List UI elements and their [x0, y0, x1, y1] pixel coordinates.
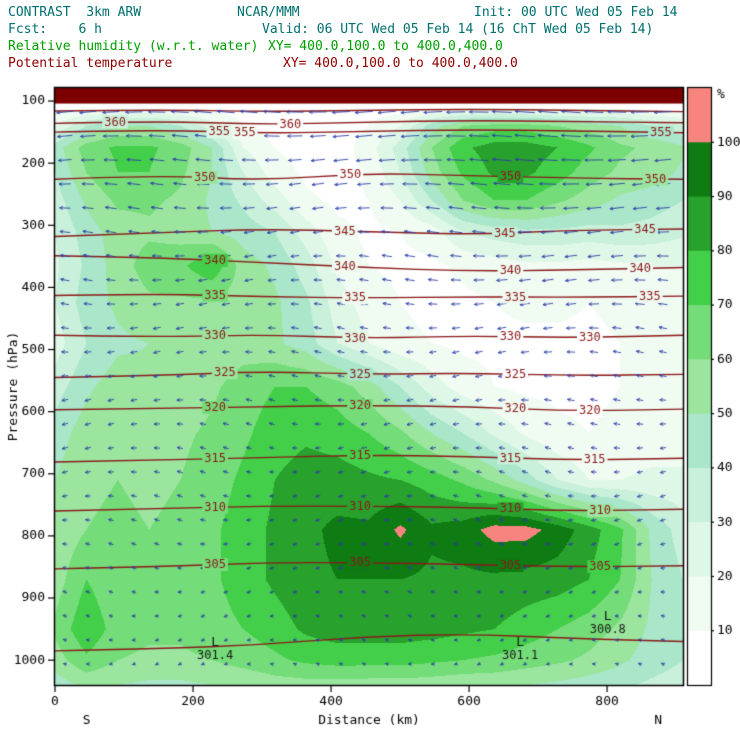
center-title: NCAR/MMM [237, 5, 300, 20]
valid-time-label: Valid: 06 UTC Wed 05 Feb 14 (16 ChT Wed … [262, 22, 654, 37]
field2-xy-label: XY= 400.0,100.0 to 400.0,400.0 [283, 56, 518, 71]
cross-section-plot [0, 80, 740, 740]
forecast-hour-label: Fcst: 6 h [8, 22, 102, 37]
field1-xy-label: XY= 400.0,100.0 to 400.0,400.0 [268, 39, 503, 54]
init-time-label: Init: 00 UTC Wed 05 Feb 14 [474, 5, 678, 20]
field2-name-label: Potential temperature [8, 56, 173, 71]
field1-name-label: Relative humidity (w.r.t. water) [8, 39, 259, 54]
model-title: CONTRAST 3km ARW [8, 5, 142, 20]
